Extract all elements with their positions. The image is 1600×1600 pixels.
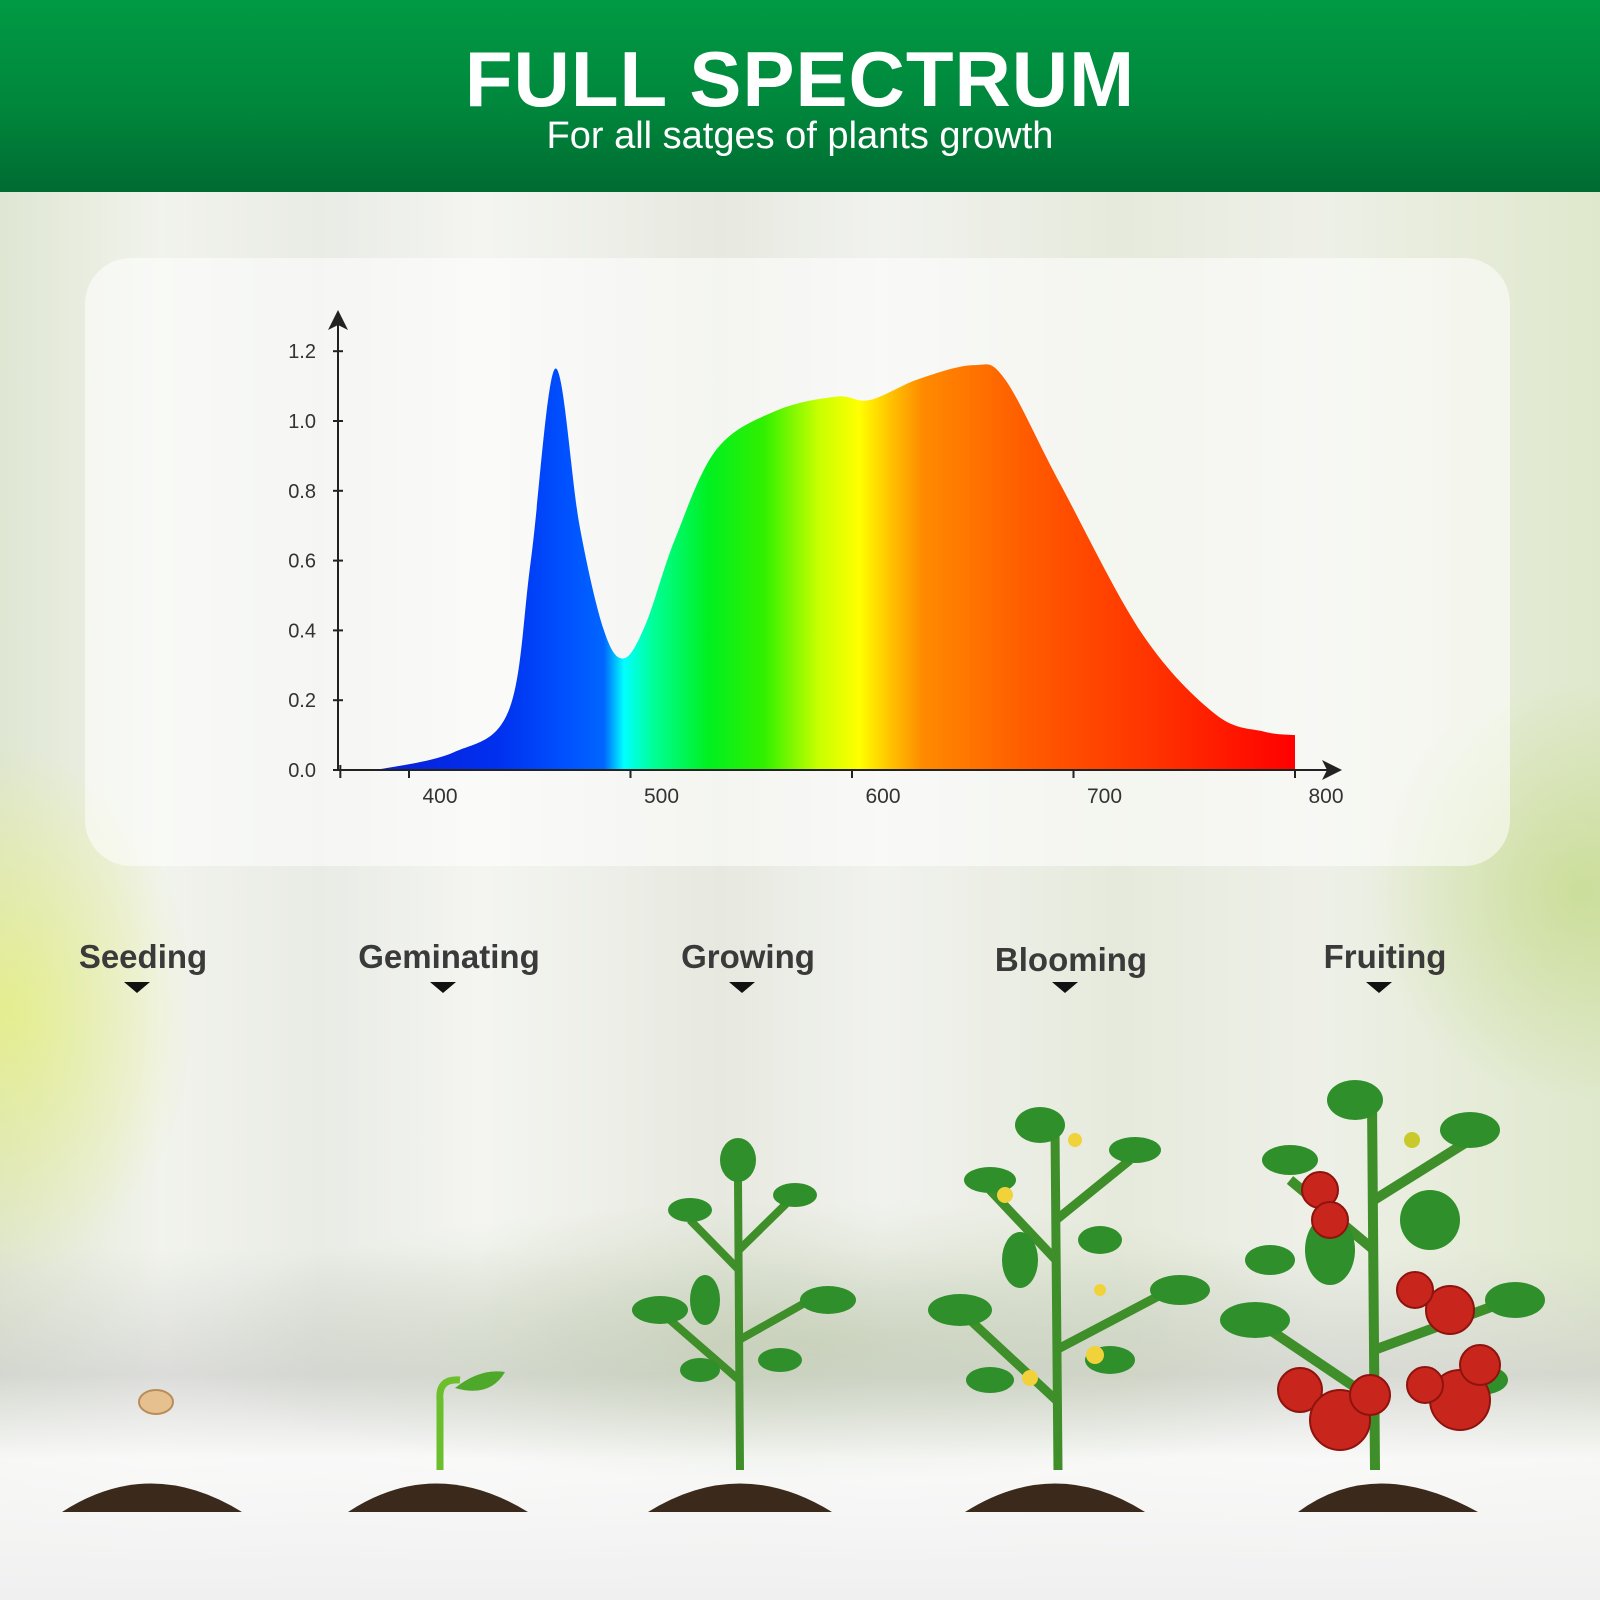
y-tick-label: 0.6 — [288, 551, 316, 573]
y-tick-label: 0.2 — [288, 690, 316, 712]
soil-mound — [62, 1483, 242, 1512]
pointer-triangle-icon — [729, 982, 755, 993]
x-tick-label: 500 — [644, 785, 679, 808]
stage-label: Blooming — [994, 941, 1148, 978]
blooming-plant-icon — [928, 1107, 1210, 1471]
soil-mound — [1298, 1483, 1478, 1512]
stage-label: Seeding — [78, 938, 208, 975]
x-tick-label: 600 — [865, 785, 900, 808]
y-axis-arrow-icon — [328, 310, 348, 330]
soil-mound — [348, 1483, 528, 1512]
pointer-triangle-icon — [124, 982, 150, 993]
spectrum-chart: 0.0 0.2 0.4 0.6 0.8 1.0 1.2 400 500 600 700 800 — [288, 310, 1344, 808]
y-tick-label: 1.0 — [288, 411, 316, 433]
x-tick-label: 800 — [1308, 785, 1343, 808]
page-title: FULL SPECTRUM — [464, 35, 1136, 123]
fruiting-plant-icon — [1220, 1080, 1545, 1471]
sprout-icon — [436, 1376, 461, 1470]
stage-label: Fruiting — [1323, 938, 1447, 975]
soil-mound — [965, 1483, 1145, 1512]
stage-label: Growing — [681, 938, 815, 975]
page-subtitle: For all satges of plants growth — [546, 115, 1054, 157]
pointer-triangle-icon — [430, 982, 456, 993]
spectrum-area — [375, 364, 1295, 770]
y-tick-label: 0.8 — [288, 481, 316, 503]
stage-label: Geminating — [358, 938, 540, 975]
x-tick-label: 400 — [422, 785, 457, 808]
soil-mound — [648, 1483, 832, 1512]
x-tick-label: 700 — [1087, 785, 1122, 808]
x-axis-arrow-icon — [1322, 760, 1342, 780]
y-tick-label: 0.4 — [288, 620, 316, 642]
seed-icon — [138, 1389, 174, 1415]
header-banner: FULL SPECTRUM For all satges of plants g… — [0, 0, 1600, 192]
pointer-triangle-icon — [1366, 982, 1392, 993]
growing-plant-icon — [632, 1138, 856, 1471]
y-tick-label: 1.2 — [288, 341, 316, 363]
pointer-triangle-icon — [1052, 982, 1078, 993]
y-tick-label: 0.0 — [288, 760, 316, 782]
